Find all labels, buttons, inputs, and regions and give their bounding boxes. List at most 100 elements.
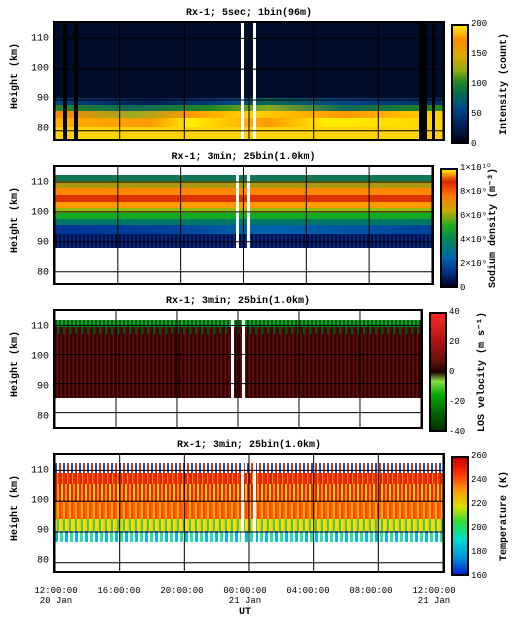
colorbar-tick: 4×10⁹	[460, 235, 487, 245]
heatmap-band	[55, 531, 443, 543]
plot-area	[53, 21, 445, 141]
figure: Height (km) 80 90 100 110 Rx-1; 5sec; 1bin(96…	[8, 8, 523, 618]
xtick: 08:00:00	[349, 586, 392, 596]
heatmap-band	[55, 473, 443, 485]
ytick: 90	[37, 526, 49, 537]
colorbar-ticks: 050100150200	[469, 24, 499, 144]
heatmap	[55, 455, 443, 571]
plot-wrap: Rx-1; 3min; 25bin(1.0km)	[53, 152, 434, 288]
plot-wrap: Rx-1; 3min; 25bin(1.0km)	[53, 440, 445, 576]
heatmap-band	[55, 181, 432, 188]
plot-area	[53, 165, 434, 285]
colorbar-tick: 6×10⁹	[460, 211, 487, 221]
heatmap-band	[55, 502, 443, 519]
colorbar-tick: 0	[460, 283, 465, 293]
colorbar-ticks: -40-2002040	[447, 312, 477, 432]
heatmap-band	[55, 311, 421, 320]
colorbar-tick: 200	[471, 19, 487, 29]
xtick: 12:00:0021 Jan	[412, 586, 455, 606]
colorbar-tick: 1×10¹⁰	[460, 163, 491, 173]
ytick: 90	[37, 238, 49, 249]
colorbar-wrap: 02×10⁹4×10⁹6×10⁹8×10⁹1×10¹⁰Sodium densit…	[440, 168, 523, 288]
yaxis: 8090100110	[21, 456, 53, 576]
colorbar-wrap: 160180200220240260Temperature (K)	[451, 456, 523, 576]
yaxis: 8090100110	[21, 312, 53, 432]
ytick: 100	[31, 208, 49, 219]
panel-sodium: Height (km) 80 90 100 110 Rx-1; 3min; 25bin(1…	[8, 152, 523, 288]
ytick: 100	[31, 496, 49, 507]
colorbar-tick: 180	[471, 547, 487, 557]
heatmap-band	[55, 195, 432, 202]
ytick: 110	[31, 322, 49, 333]
colorbar-label: Temperature (K)	[499, 456, 512, 576]
ylabel: Height (km)	[8, 440, 21, 576]
heatmap-band	[55, 320, 421, 327]
ytick: 80	[37, 268, 49, 279]
colorbar-label: Sodium density (m⁻³)	[488, 168, 501, 288]
ytick: 90	[37, 382, 49, 393]
ytick: 100	[31, 64, 49, 75]
colorbar-ticks: 160180200220240260	[469, 456, 499, 576]
data-gap	[241, 23, 244, 139]
heatmap-band	[55, 127, 443, 139]
ylabel: Height (km)	[8, 296, 21, 432]
data-gap	[241, 455, 244, 571]
heatmap-band	[55, 542, 443, 571]
xtick: 12:00:0020 Jan	[34, 586, 77, 606]
plot-wrap: Rx-1; 5sec; 1bin(96m)	[53, 8, 445, 144]
heatmap-band	[55, 519, 443, 531]
data-gap	[242, 311, 245, 427]
xtick: 20:00:00	[160, 586, 203, 596]
plot-area	[53, 309, 423, 429]
edge-bar	[419, 23, 427, 139]
heatmap	[55, 167, 432, 283]
colorbar-tick: -40	[449, 427, 465, 437]
data-gap	[247, 167, 250, 283]
ytick: 80	[37, 124, 49, 135]
yaxis: 80 90 100 110	[21, 24, 53, 144]
colorbar-tick: 50	[471, 109, 482, 119]
colorbar-ticks: 02×10⁹4×10⁹6×10⁹8×10⁹1×10¹⁰	[458, 168, 488, 288]
colorbar-label: Intensity (count)	[499, 24, 512, 144]
ytick: 90	[37, 94, 49, 105]
edge-bar	[432, 23, 435, 139]
plot-wrap: Rx-1; 3min; 25bin(1.0km)	[53, 296, 423, 432]
colorbar-tick: 2×10⁹	[460, 259, 487, 269]
panel-title: Rx-1; 3min; 25bin(1.0km)	[53, 440, 445, 451]
xtick: 00:00:0021 Jan	[223, 586, 266, 606]
colorbar-tick: 160	[471, 571, 487, 581]
xtick: 16:00:00	[97, 586, 140, 596]
colorbar-tick: 200	[471, 523, 487, 533]
data-gap	[231, 311, 234, 427]
colorbar-tick: 100	[471, 79, 487, 89]
ytick: 100	[31, 352, 49, 363]
panel-title: Rx-1; 3min; 25bin(1.0km)	[53, 296, 423, 307]
heatmap-band	[55, 455, 443, 463]
heatmap	[55, 23, 443, 139]
data-gap	[253, 23, 256, 139]
panel-intensity: Height (km) 80 90 100 110 Rx-1; 5sec; 1bin(96…	[8, 8, 523, 144]
ylabel: Height (km)	[8, 152, 21, 288]
heatmap-band	[55, 463, 443, 472]
heatmap-band	[55, 167, 432, 175]
heatmap-band	[55, 248, 432, 283]
colorbar-tick: 40	[449, 307, 460, 317]
plot-area	[53, 453, 445, 573]
heatmap-band	[55, 23, 443, 98]
heatmap-band	[55, 118, 443, 127]
ylabel: Height (km)	[8, 8, 21, 144]
colorbar-tick: 20	[449, 337, 460, 347]
colorbar-tick: -20	[449, 397, 465, 407]
heatmap-band	[55, 225, 432, 234]
colorbar-tick: 150	[471, 49, 487, 59]
panel-velocity: Height (km)8090100110Rx-1; 3min; 25bin(1…	[8, 296, 523, 432]
ytick: 110	[31, 178, 49, 189]
panel-title: Rx-1; 3min; 25bin(1.0km)	[53, 152, 434, 163]
colorbar	[451, 456, 469, 576]
colorbar-tick: 240	[471, 475, 487, 485]
heatmap-band	[55, 98, 443, 105]
panel-title: Rx-1; 5sec; 1bin(96m)	[53, 8, 445, 19]
ytick: 110	[31, 34, 49, 45]
heatmap	[55, 311, 421, 427]
heatmap-band	[55, 398, 421, 427]
